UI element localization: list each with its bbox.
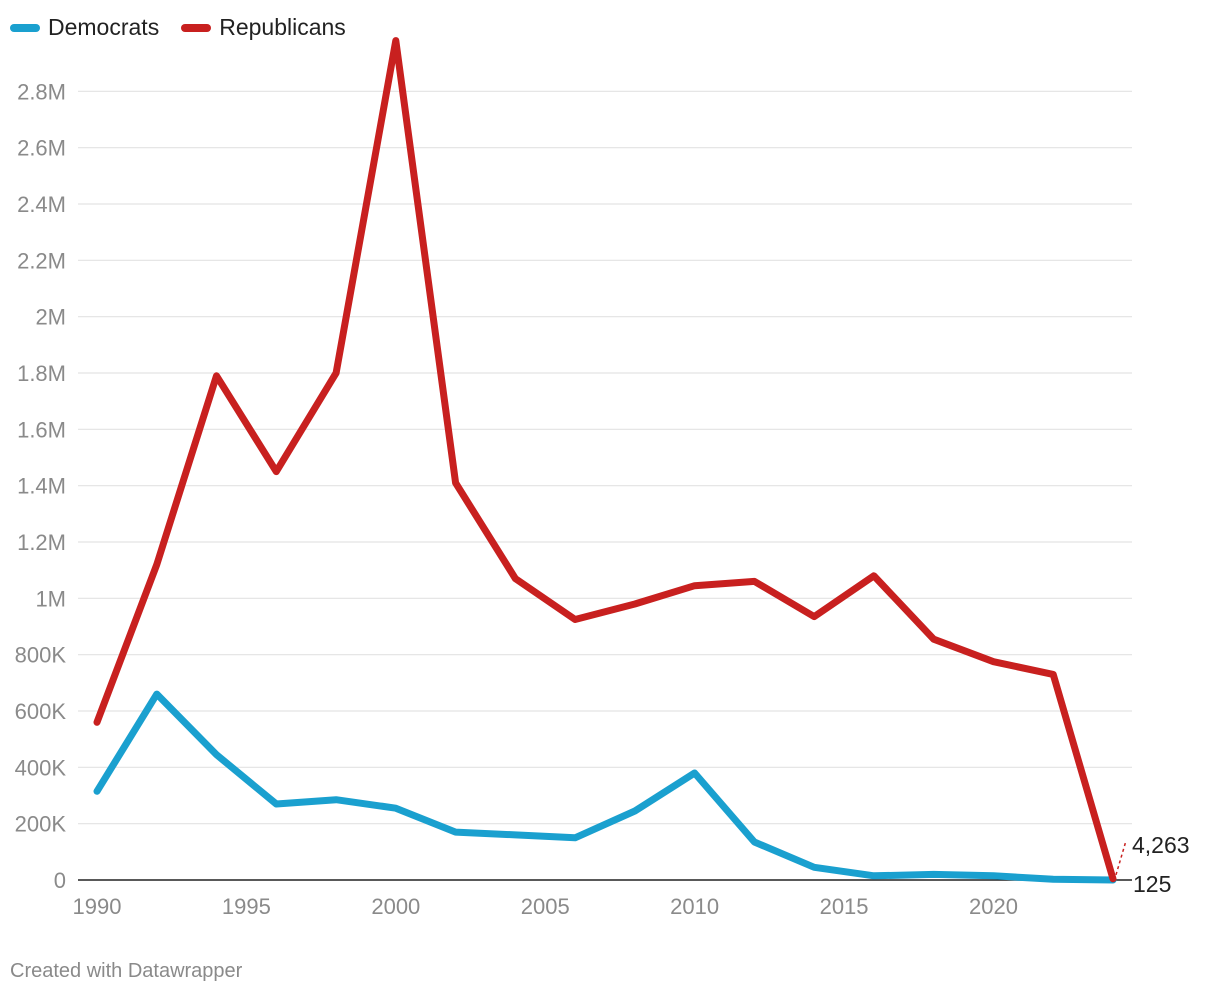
end-label-leader-republicans	[1115, 840, 1127, 876]
y-tick-label: 1.4M	[17, 474, 66, 499]
legend-label: Democrats	[48, 14, 160, 40]
y-tick-label: 0	[54, 868, 66, 893]
y-tick-label: 2.6M	[17, 136, 66, 161]
x-tick-label: 2010	[670, 894, 719, 919]
y-tick-label: 400K	[15, 755, 67, 780]
y-tick-label: 800K	[15, 643, 67, 668]
y-tick-label: 2.8M	[17, 79, 66, 104]
x-tick-label: 2005	[521, 894, 570, 919]
legend-item-democrats: Democrats	[10, 14, 159, 41]
y-tick-label: 600K	[15, 699, 67, 724]
end-label-democrats: 125	[1133, 871, 1171, 897]
y-tick-label: 2M	[35, 305, 66, 330]
y-tick-label: 1.2M	[17, 530, 66, 555]
gridlines	[78, 90, 1132, 881]
y-tick-label: 200K	[15, 812, 67, 837]
legend-swatch	[10, 23, 40, 32]
legend-label: Republicans	[219, 14, 346, 40]
end-labels: 125 4,263	[1115, 832, 1190, 897]
x-axis-ticks: 1990 1995 2000 2005 2010 2015 2020	[73, 894, 1018, 919]
x-tick-label: 1990	[73, 894, 122, 919]
series-line-democrats	[93, 690, 1117, 884]
y-tick-label: 2.4M	[17, 192, 66, 217]
x-tick-label: 2020	[969, 894, 1018, 919]
series-lines	[93, 37, 1117, 884]
x-tick-label: 1995	[222, 894, 271, 919]
y-tick-label: 1M	[35, 586, 66, 611]
x-tick-label: 2000	[371, 894, 420, 919]
legend-swatch	[181, 23, 212, 32]
y-tick-label: 2.2M	[17, 248, 66, 273]
y-tick-label: 1.6M	[17, 417, 66, 442]
footer-credit: Created with Datawrapper	[10, 960, 243, 982]
y-tick-label: 1.8M	[17, 361, 66, 386]
y-axis-ticks: 0 200K 400K 600K 800K 1M 1.2M 1.4M 1.6M 1.8M 2M 2.2…	[15, 79, 67, 893]
end-label-republicans: 4,263	[1132, 832, 1190, 858]
legend: Democrats Republicans	[10, 14, 346, 41]
legend-item-republicans: Republicans	[181, 14, 346, 41]
x-tick-label: 2015	[820, 894, 869, 919]
series-line-republicans	[93, 37, 1117, 883]
